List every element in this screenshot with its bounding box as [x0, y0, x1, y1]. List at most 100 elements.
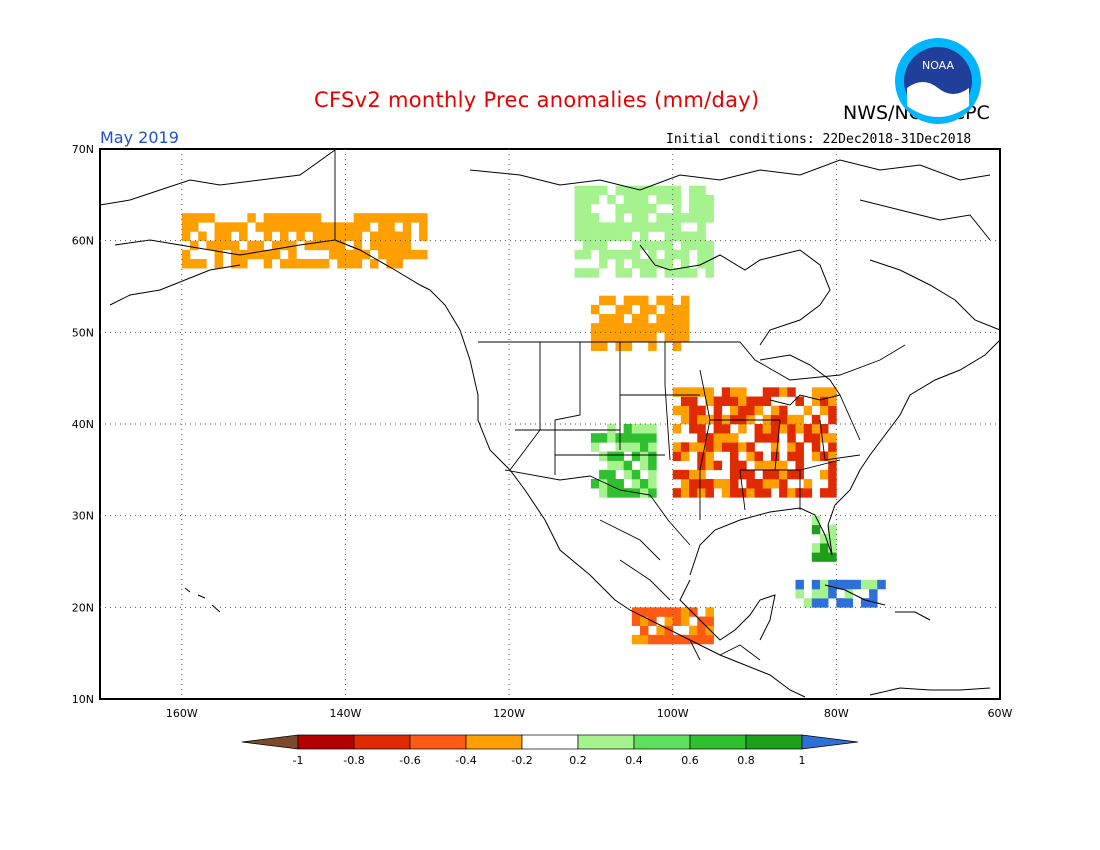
anomaly-cell-central-us-dry	[779, 469, 788, 480]
anomaly-cell-hudson-bay-wet	[631, 185, 641, 196]
anomaly-cell-central-us-dry	[738, 460, 747, 471]
anomaly-cell-hudson-bay-wet	[705, 204, 714, 214]
anomaly-cell-hudson-bay-wet	[664, 231, 674, 241]
anomaly-cell-alaska-dry	[263, 259, 273, 269]
anomaly-cell-central-us-dry	[795, 414, 804, 425]
anomaly-cell-hudson-bay-wet	[582, 185, 592, 196]
anomaly-cell-canadian-prairies-dry	[680, 295, 690, 306]
anomaly-cell-hudson-bay-wet	[656, 185, 665, 196]
anomaly-cell-southern-mexico-dry	[648, 634, 657, 645]
anomaly-cell-southern-mexico-dry	[705, 634, 714, 645]
anomaly-cell-canadian-prairies-dry	[680, 314, 690, 324]
anomaly-cell-central-us-dry	[811, 433, 821, 443]
anomaly-cell-canadian-prairies-dry	[664, 295, 674, 306]
colorbar: -1 -0.8 -0.6 -0.4 -0.2 0.2 0.4 0.6 0.8 1	[241, 734, 859, 767]
anomaly-cell-hudson-bay-wet	[672, 268, 682, 278]
anomaly-cell-southern-plains-wet	[640, 488, 649, 498]
anomaly-cell-alaska-dry	[337, 231, 346, 241]
anomaly-cell-central-us-dry	[689, 479, 698, 489]
anomaly-cell-central-us-dry	[697, 424, 706, 434]
anomaly-cell-alaska-dry	[296, 213, 305, 223]
anomaly-cell-southern-plains-wet	[631, 424, 641, 434]
anomaly-cell-florida-wet	[811, 543, 821, 553]
anomaly-cell-hudson-bay-wet	[590, 194, 600, 205]
anomaly-cell-central-us-dry	[705, 488, 714, 498]
anomaly-cell-alaska-dry	[386, 259, 395, 269]
anomaly-cell-central-us-dry	[705, 460, 714, 471]
anomaly-cell-central-us-dry	[770, 433, 780, 443]
anomaly-cell-hudson-bay-wet	[615, 249, 624, 260]
anomaly-cell-hudson-bay-wet	[574, 222, 584, 232]
anomaly-cell-canadian-prairies-dry	[648, 304, 657, 315]
anomaly-cell-hudson-bay-wet	[705, 213, 714, 223]
anomaly-cell-central-us-dry	[828, 414, 837, 425]
anomaly-cell-central-us-dry	[770, 442, 780, 452]
anomaly-cell-hudson-bay-wet	[574, 194, 584, 205]
anomaly-cell-alaska-dry	[230, 222, 240, 232]
colorbar-segment	[409, 734, 467, 750]
anomaly-cell-alaska-dry	[419, 249, 428, 260]
colorbar-segment	[465, 734, 523, 750]
anomaly-cell-hudson-bay-wet	[664, 259, 674, 269]
anomaly-cell-central-us-dry	[730, 442, 739, 452]
anomaly-cell-central-us-dry	[795, 396, 804, 406]
anomaly-cell-southern-plains-wet	[631, 479, 641, 489]
anomaly-cell-alaska-dry	[386, 213, 395, 223]
anomaly-cell-canadian-prairies-dry	[656, 314, 665, 324]
anomaly-cell-central-us-dry	[738, 396, 747, 406]
colorbar-tick-label: 0.2	[569, 754, 587, 767]
anomaly-cell-cuba-wet	[820, 579, 829, 590]
anomaly-cell-alaska-dry	[337, 240, 346, 251]
anomaly-cell-alaska-dry	[337, 259, 346, 269]
anomaly-cell-florida-wet	[811, 552, 821, 562]
anomaly-cell-central-us-dry	[770, 387, 780, 397]
anomaly-cell-hudson-bay-wet	[615, 231, 624, 241]
anomaly-cell-southern-mexico-dry	[656, 607, 665, 617]
colorbar-segment	[689, 734, 747, 750]
anomaly-cell-cuba-wet	[795, 589, 804, 599]
anomaly-cell-hudson-bay-wet	[582, 231, 592, 241]
anomaly-cell-canadian-prairies-dry	[623, 295, 633, 306]
anomaly-cell-hudson-bay-wet	[648, 259, 657, 269]
anomaly-cell-hudson-bay-wet	[648, 185, 657, 196]
anomaly-cell-alaska-dry	[255, 240, 264, 251]
anomaly-cell-alaska-dry	[329, 231, 338, 241]
anomaly-cell-southern-plains-wet	[607, 424, 616, 434]
anomaly-cell-canadian-prairies-dry	[640, 304, 649, 315]
anomaly-cell-hudson-bay-wet	[680, 259, 690, 269]
anomaly-cell-hudson-bay-wet	[623, 204, 633, 214]
anomaly-cell-hudson-bay-wet	[599, 185, 608, 196]
anomaly-cell-southern-mexico-dry	[640, 634, 649, 645]
anomaly-cell-canadian-prairies-dry	[640, 323, 649, 333]
anomaly-cell-cuba-wet	[828, 589, 837, 599]
anomaly-cell-central-us-dry	[828, 433, 837, 443]
anomaly-cell-southern-plains-wet	[599, 451, 608, 461]
anomaly-cell-hudson-bay-wet	[631, 259, 641, 269]
anomaly-cell-canadian-prairies-dry	[599, 314, 608, 324]
anomaly-cell-central-us-dry	[828, 488, 837, 498]
anomaly-cell-hudson-bay-wet	[607, 231, 616, 241]
anomaly-cell-central-us-dry	[762, 488, 772, 498]
anomaly-cell-alaska-dry	[353, 231, 363, 241]
anomaly-cell-florida-wet	[828, 552, 837, 562]
anomaly-cell-southern-plains-wet	[599, 433, 608, 443]
anomaly-cell-alaska-dry	[419, 231, 428, 241]
anomaly-cell-central-us-dry	[787, 414, 796, 425]
anomaly-cell-hudson-bay-wet	[574, 249, 584, 260]
anomaly-cell-hudson-bay-wet	[590, 213, 600, 223]
anomaly-cell-hudson-bay-wet	[590, 231, 600, 241]
anomaly-cell-southern-mexico-dry	[656, 634, 665, 645]
anomaly-cell-alaska-dry	[271, 213, 281, 223]
anomaly-cell-southern-plains-wet	[640, 424, 649, 434]
anomaly-cell-alaska-dry	[370, 240, 379, 251]
anomaly-cell-cuba-wet	[820, 589, 829, 599]
anomaly-cell-hudson-bay-wet	[582, 268, 592, 278]
anomaly-cell-canadian-prairies-dry	[672, 332, 682, 342]
anomaly-cell-alaska-dry	[402, 231, 412, 241]
anomaly-cell-hudson-bay-wet	[672, 231, 682, 241]
anomaly-cell-hudson-bay-wet	[631, 204, 641, 214]
lat-tick-label: 50N	[72, 326, 94, 339]
anomaly-cell-canadian-prairies-dry	[664, 314, 674, 324]
colorbar-segment	[577, 734, 635, 750]
anomaly-cell-hudson-bay-wet	[705, 240, 714, 251]
